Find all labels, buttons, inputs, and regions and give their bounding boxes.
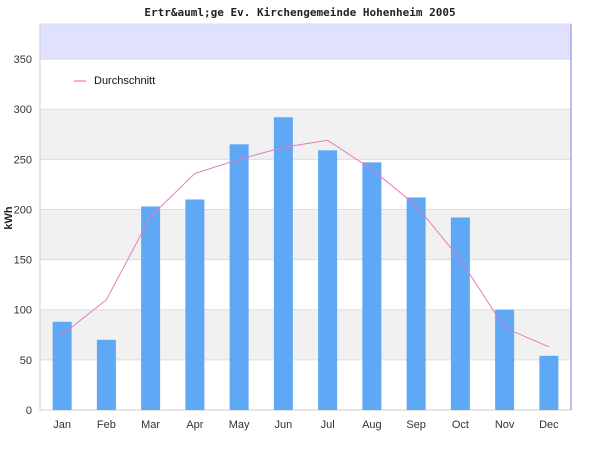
grid-band [40, 209, 571, 260]
bar-jan [52, 321, 72, 410]
y-tick-label: 0 [26, 405, 32, 417]
bar-apr [185, 199, 205, 410]
bar-dec [539, 355, 559, 410]
grid-band [40, 309, 571, 360]
y-tick-label: 100 [14, 305, 32, 317]
bar-may [229, 144, 249, 410]
bar-jun [273, 117, 293, 410]
y-tick-label: 50 [20, 355, 32, 367]
bar-feb [96, 339, 116, 410]
bar-jul [318, 150, 338, 410]
y-tick-label: 150 [14, 255, 32, 267]
x-tick-label: Oct [452, 419, 469, 431]
y-tick-label: 250 [14, 154, 32, 166]
bar-mar [141, 206, 161, 410]
line-durchschnitt [61, 139, 550, 348]
plot-area: 0 50 100 150 200 250 300 350 Jan Feb Mar Apr May Jun J… [14, 23, 572, 431]
x-tick-label: Aug [362, 419, 382, 431]
x-tick-label: May [229, 419, 250, 431]
y-tick-label: 200 [14, 204, 32, 216]
x-tick-label: Jan [53, 419, 71, 431]
y-tick-label: 350 [14, 54, 32, 66]
x-tick-label: Nov [495, 419, 515, 431]
y-tick-label: 300 [14, 104, 32, 116]
legend: Durchschnitt [74, 75, 155, 87]
bar-oct [450, 217, 470, 410]
bar-aug [362, 162, 382, 410]
legend-label-durchschnitt: Durchschnitt [94, 75, 155, 87]
x-tick-label: Jun [275, 419, 293, 431]
plot-header-band [40, 24, 571, 60]
x-tick-label: Sep [406, 419, 426, 431]
x-tick-label: Apr [186, 419, 203, 431]
y-axis-label: kWh [3, 206, 15, 230]
grid-band [40, 109, 571, 160]
x-tick-label: Dec [539, 419, 559, 431]
chart-title: Ertr&auml;ge Ev. Kirchengemeinde Hohenhe… [144, 6, 455, 19]
bar-nov [495, 309, 515, 410]
x-tick-label: Feb [97, 419, 116, 431]
x-tick-label: Mar [141, 419, 160, 431]
x-tick-label: Jul [321, 419, 335, 431]
bar-sep [406, 197, 426, 410]
